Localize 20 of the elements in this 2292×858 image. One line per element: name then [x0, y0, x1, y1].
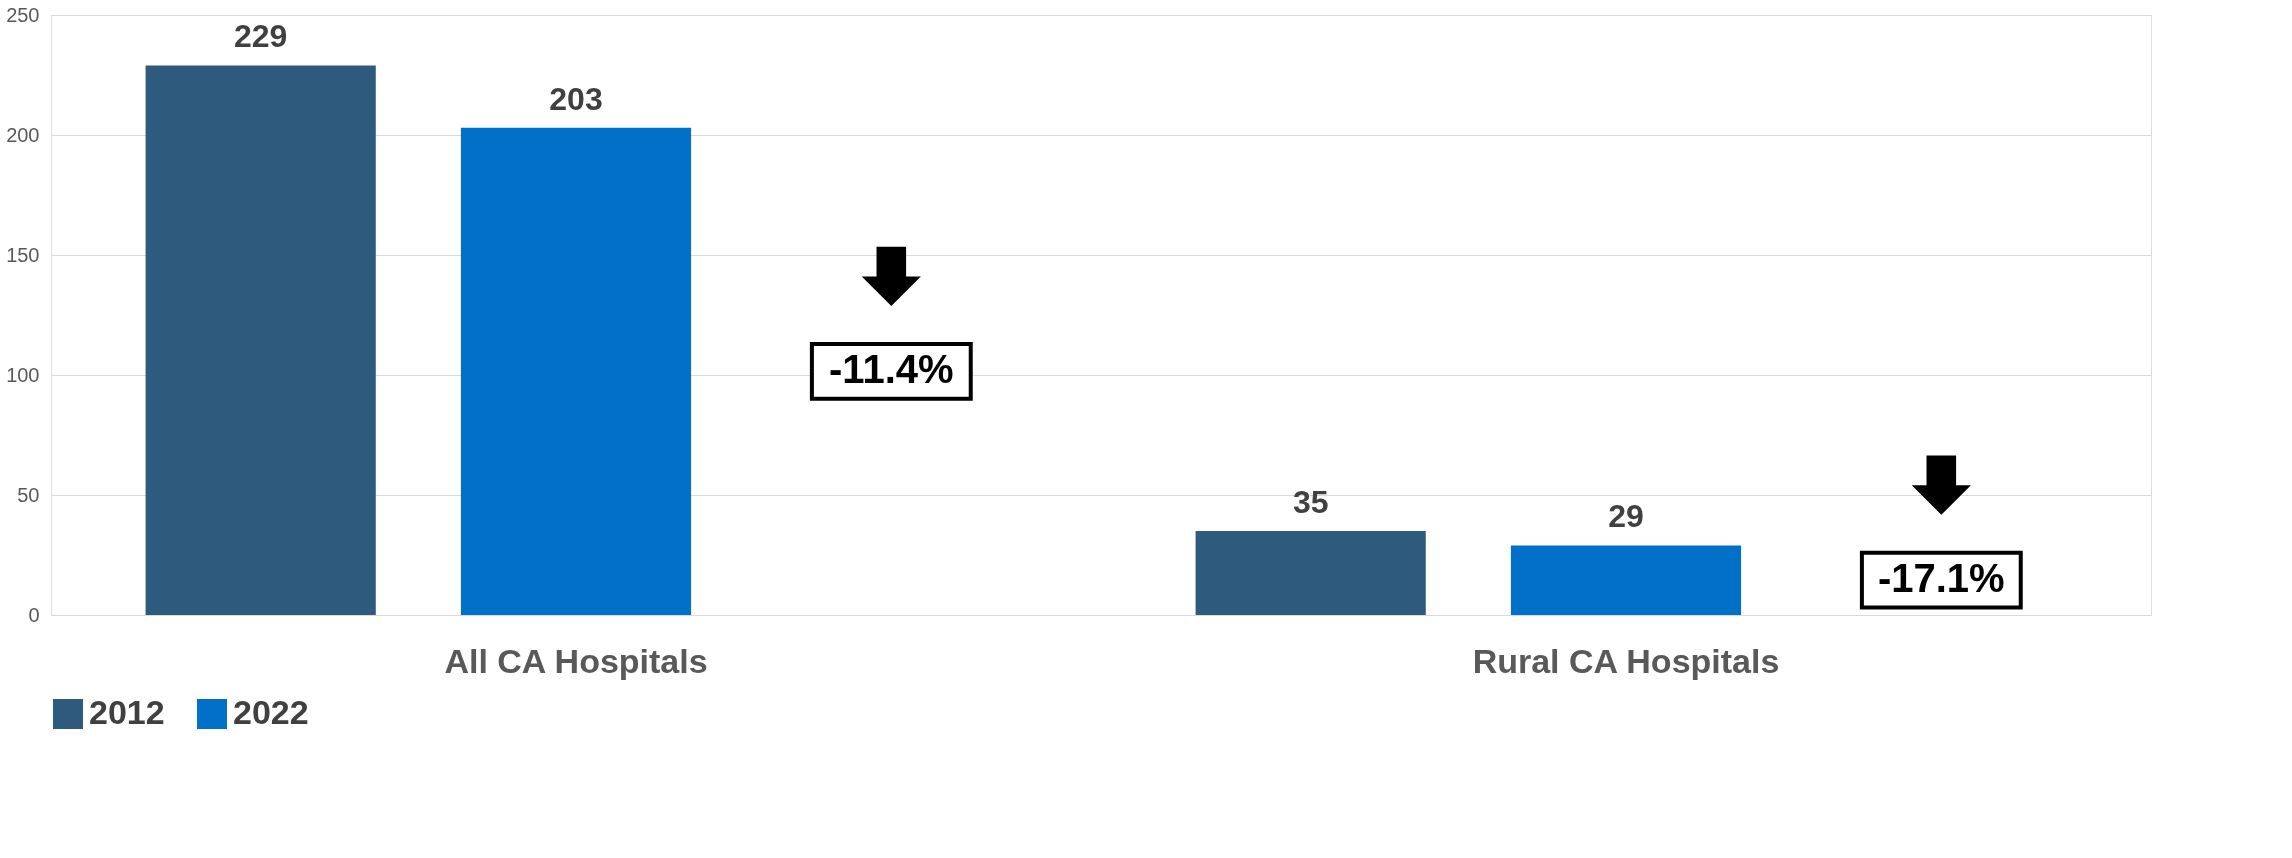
bar — [1510, 545, 1742, 615]
data-label: 29 — [1608, 498, 1644, 535]
y-tick-label: 200 — [6, 123, 40, 146]
bar — [460, 127, 692, 615]
y-tick-label: 0 — [28, 603, 40, 626]
annotation: -11.4% — [829, 347, 954, 392]
data-label: 229 — [233, 18, 288, 55]
y-tick-label: 50 — [17, 483, 40, 506]
data-label: 35 — [1292, 484, 1329, 520]
bar — [1195, 531, 1426, 615]
annotation: -17.1% — [1877, 556, 2005, 601]
legend-label: 2022 — [233, 693, 309, 731]
legend-label: 2012 — [89, 693, 165, 731]
x-tick-label: Rural CA Hospitals — [1472, 641, 1780, 680]
y-tick-label: 100 — [6, 363, 40, 386]
x-tick-label: All CA Hospitals — [444, 641, 708, 680]
bar — [145, 65, 376, 615]
y-tick-label: 150 — [6, 243, 40, 266]
y-tick-label: 250 — [6, 3, 40, 26]
data-label: 203 — [549, 80, 603, 117]
